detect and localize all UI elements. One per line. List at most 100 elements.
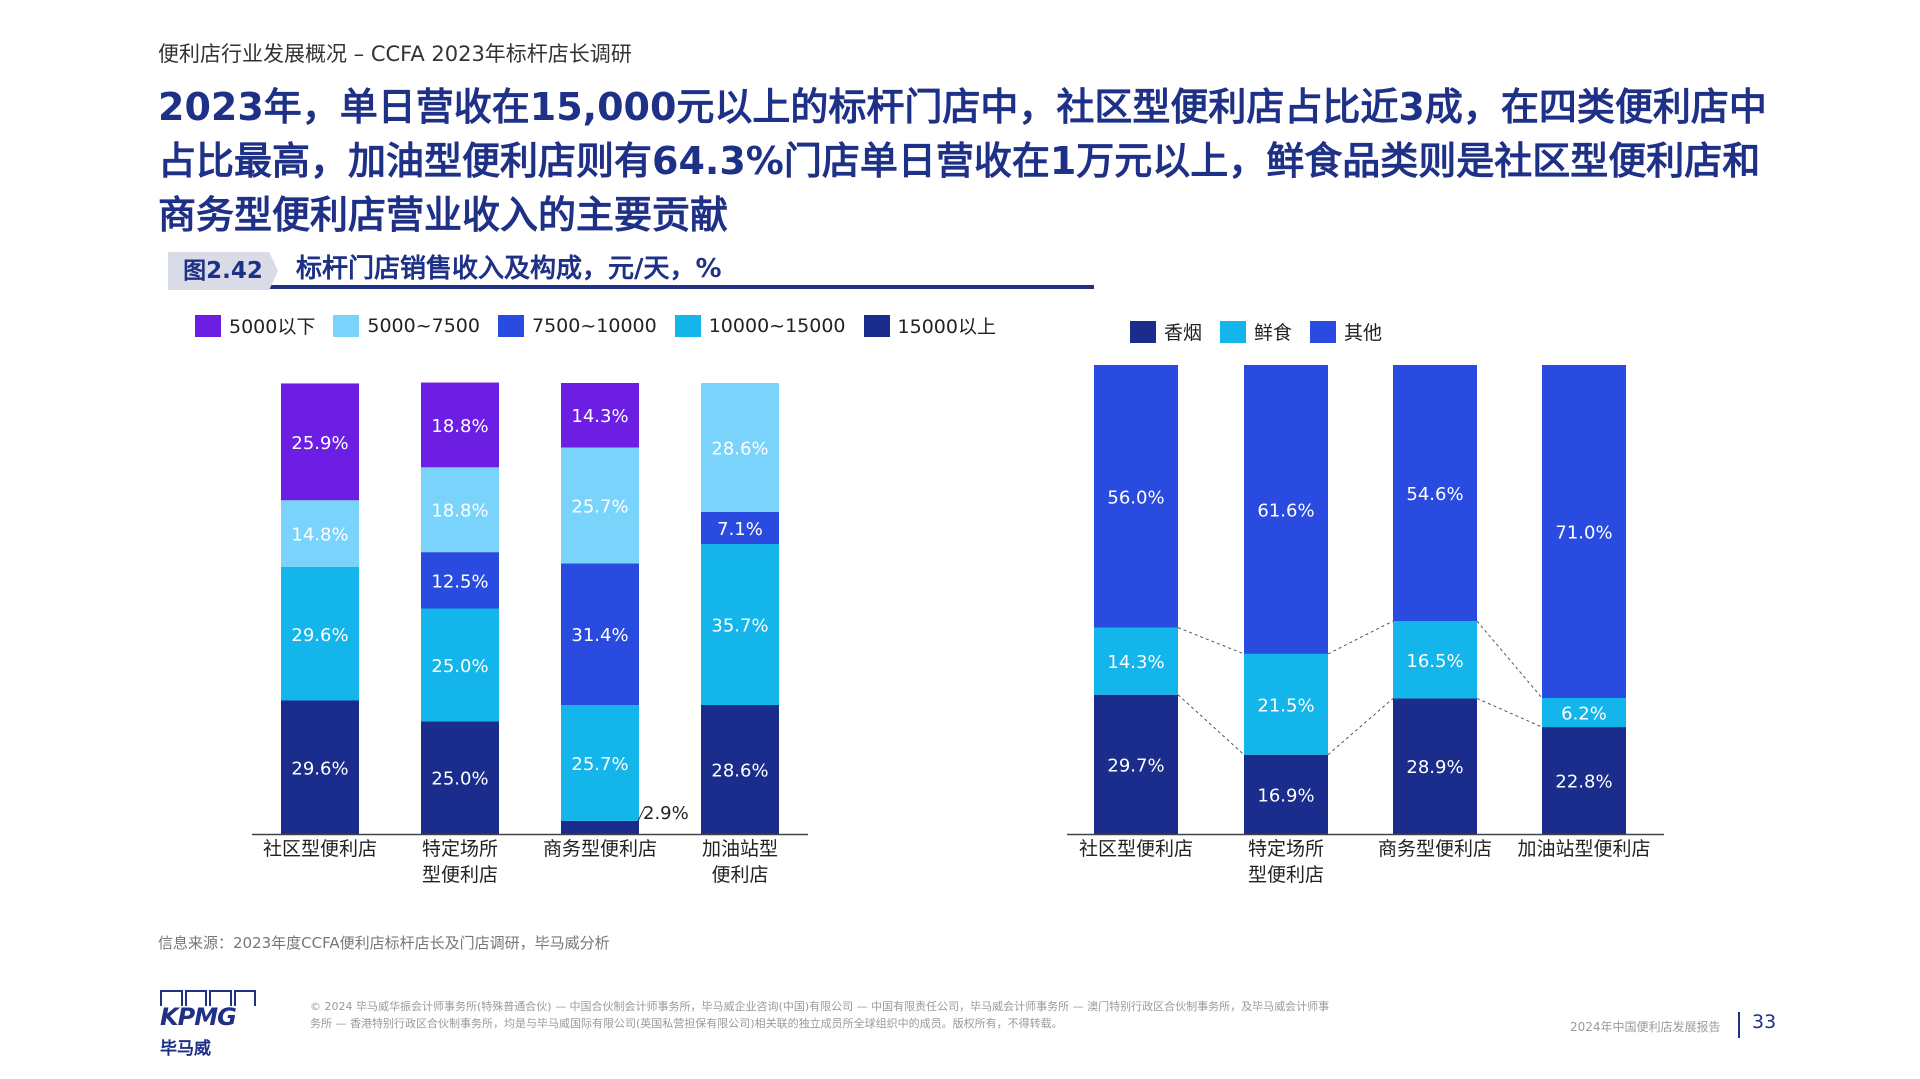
data-label: 18.8% (431, 416, 488, 437)
bar-segment (561, 383, 639, 448)
page-headline: 2023年，单日营收在15,000元以上的标杆门店中，社区型便利店占比近3成，在… (158, 85, 1767, 237)
data-label: 35.7% (711, 616, 768, 637)
figure-title-underline (268, 285, 1094, 289)
data-label: 14.8% (291, 525, 348, 546)
category-label: 社区型便利店 (1079, 838, 1193, 860)
legend-label: 5000以下 (229, 316, 316, 338)
bar-segment (281, 567, 359, 701)
data-label: 28.6% (711, 761, 768, 782)
bar-segment (421, 382, 499, 468)
bar-segment (1393, 698, 1477, 834)
connector-line (1476, 698, 1543, 728)
category-label: 型便利店 (422, 864, 498, 886)
legend-swatch (195, 314, 221, 337)
data-label: 71.0% (1555, 522, 1612, 543)
legend-swatch (1310, 320, 1337, 343)
legend-item: 5000~7500 (333, 314, 480, 337)
legend-item: 鲜食 (1220, 318, 1292, 345)
logo-chinese-name: 毕马威 (160, 1039, 211, 1059)
bar-segment (1542, 365, 1626, 698)
data-label: 14.3% (571, 406, 628, 427)
data-label: 29.7% (1107, 755, 1164, 776)
category-label: 商务型便利店 (543, 838, 657, 860)
data-label: 56.0% (1107, 487, 1164, 508)
data-label: 14.3% (1107, 652, 1164, 673)
data-label: 12.5% (431, 571, 488, 592)
category-label: 便利店 (711, 864, 768, 886)
category-label: 社区型便利店 (263, 838, 377, 860)
data-label: 6.2% (1561, 704, 1607, 725)
section-title: 便利店行业发展概况 – CCFA 2023年标杆店长调研 (158, 42, 632, 66)
bar-segment (561, 705, 639, 821)
bar-segment (701, 544, 779, 706)
data-label: 54.6% (1406, 484, 1463, 505)
report-name: 2024年中国便利店发展报告 (1570, 1020, 1721, 1034)
data-label: 31.4% (571, 625, 628, 646)
figure-label: 图2.42 标杆门店销售收入及构成，元/天，% (168, 252, 1094, 290)
legend-swatch (1220, 320, 1247, 343)
bar-segment (1244, 365, 1328, 654)
category-label: 加油站型 (702, 838, 778, 860)
data-label: 61.6% (1257, 500, 1314, 521)
connector-line (1177, 627, 1245, 655)
category-label: 型便利店 (1248, 864, 1324, 886)
footer-divider (1738, 1012, 1740, 1038)
bar-segment (561, 820, 639, 834)
connector-line (1327, 620, 1394, 655)
data-label: 29.6% (291, 625, 348, 646)
data-label: 7.1% (717, 519, 763, 540)
figure-number-badge: 图2.42 (168, 252, 278, 290)
bar-segment (1393, 365, 1477, 622)
legend-revenue-mix: 香烟 鲜食 其他 (1130, 318, 1400, 345)
legend-swatch (863, 314, 890, 337)
legend-label: 15000以上 (897, 316, 996, 338)
label-leader-line (636, 806, 646, 824)
bar-segment (1244, 653, 1328, 755)
bar-segment (561, 563, 639, 706)
legend-revenue-bands: 5000以下 5000~7500 7500~10000 10000~15000 1500… (195, 312, 1014, 339)
bar-segment (1542, 727, 1626, 834)
legend-swatch (333, 314, 360, 337)
data-label: 18.8% (431, 501, 488, 522)
bar-segment (1094, 627, 1178, 695)
bar-segment (1094, 365, 1178, 628)
legend-label: 鲜食 (1254, 322, 1293, 344)
category-label: 特定场所 (422, 838, 498, 860)
connector-line (1476, 620, 1543, 699)
bar-segment (1393, 621, 1477, 699)
data-label: 16.5% (1406, 651, 1463, 672)
data-label: 25.9% (291, 433, 348, 454)
data-label: 22.8% (1555, 772, 1612, 793)
logo-text: KPMG (160, 1003, 237, 1031)
category-label: 加油站型便利店 (1517, 838, 1650, 860)
data-label: 25.7% (571, 754, 628, 775)
kpmg-logo: KPMG 毕马威 (160, 990, 256, 1059)
category-label: 特定场所 (1248, 838, 1324, 860)
legend-swatch (674, 314, 701, 337)
connector-line (1327, 698, 1394, 756)
data-label: 28.9% (1406, 757, 1463, 778)
data-label: 2.9% (643, 803, 689, 824)
bar-segment (701, 383, 779, 512)
legend-item: 其他 (1310, 318, 1382, 345)
legend-swatch (498, 314, 524, 337)
legend-label: 7500~10000 (532, 314, 657, 337)
bar-segment (1244, 754, 1328, 834)
legend-label: 5000~7500 (367, 314, 480, 337)
data-label: 25.0% (431, 656, 488, 677)
bar-segment (281, 700, 359, 834)
data-label: 25.7% (571, 496, 628, 517)
bar-segment (281, 500, 359, 568)
legend-swatch (1130, 320, 1156, 343)
page-number: 33 (1752, 1011, 1777, 1033)
bar-segment (701, 511, 779, 545)
data-label: 16.9% (1257, 785, 1314, 806)
bar-segment (421, 552, 499, 609)
legend-item: 香烟 (1130, 318, 1202, 345)
legend-item: 10000~15000 (674, 314, 846, 337)
legend-item: 15000以上 (863, 312, 996, 339)
data-label: 29.6% (291, 758, 348, 779)
bar-segment (1542, 697, 1626, 728)
connector-line (1177, 694, 1245, 756)
